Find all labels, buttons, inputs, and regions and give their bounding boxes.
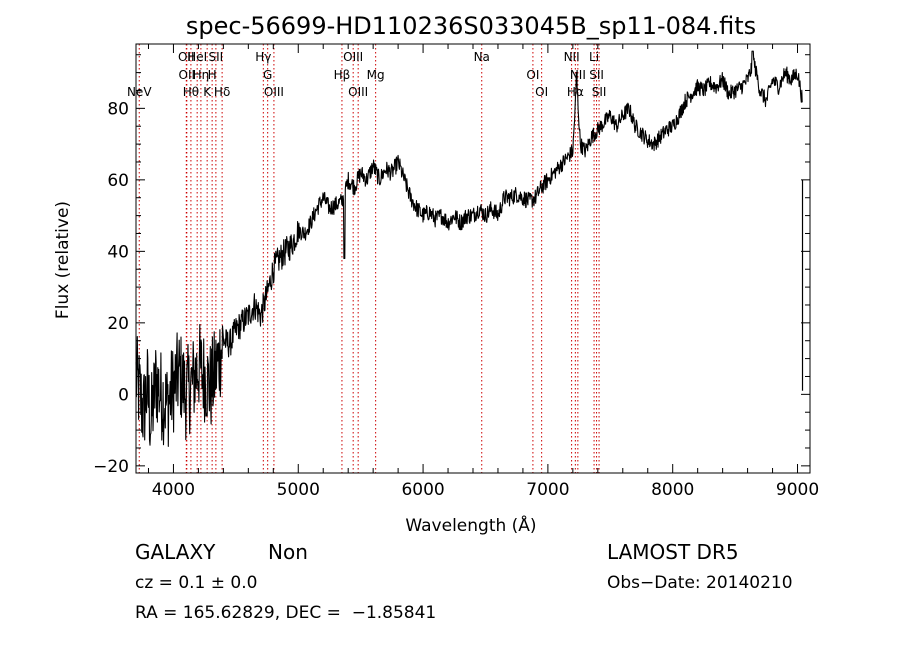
line-label-10: Hγ	[255, 50, 271, 64]
spectral-line-labels: NeV OII OII Hθ HeI Hη KH SII Hδ Hγ G OIII Hβ OIII OIII…	[127, 50, 606, 99]
y-tick-label: 60	[107, 171, 129, 191]
x-tick-label: 4000	[152, 480, 195, 500]
axes: 4000 5000 6000 7000 8000 9000 −20 0 20 40 60 80	[93, 43, 819, 500]
line-label-18: OI	[526, 68, 539, 82]
object-subclass: Non	[268, 540, 308, 564]
line-label-14: OIII	[343, 50, 363, 64]
observation-date: Obs−Date: 20140210	[607, 573, 793, 593]
y-tick-label: 80	[107, 99, 129, 119]
x-tick-label: 7000	[526, 480, 569, 500]
survey-name: LAMOST DR5	[607, 540, 739, 564]
line-label-22: NII	[570, 68, 586, 82]
line-label-12: OIII	[264, 85, 284, 99]
plot-frame	[135, 43, 811, 474]
line-label-23: Li	[589, 50, 599, 64]
x-tick-label: 8000	[651, 480, 694, 500]
line-label-2: OII	[179, 68, 196, 82]
line-label-5: Hη	[193, 68, 210, 82]
line-label-21: Hα	[567, 85, 584, 99]
spectral-line-markers	[138, 44, 600, 473]
x-tick-label: 6000	[401, 480, 444, 500]
line-label-15: OIII	[348, 85, 368, 99]
line-label-20: NII	[564, 50, 580, 64]
line-label-19: OI	[535, 85, 548, 99]
object-class: GALAXY	[135, 540, 216, 564]
line-label-8: SII	[209, 50, 224, 64]
line-label-6: K	[203, 85, 212, 99]
spectrum-series	[135, 50, 804, 447]
line-label-4: HeI	[187, 50, 207, 64]
line-label-11: G	[263, 68, 272, 82]
y-tick-label: 20	[107, 314, 129, 334]
line-label-17: Na	[474, 50, 490, 64]
line-label-0: NeV	[127, 85, 152, 99]
spectrum-line	[135, 50, 803, 447]
redshift-cz: cz = 0.1 ± 0.0	[135, 573, 258, 593]
line-label-25: SII	[592, 85, 607, 99]
line-label-16: Mg	[367, 68, 385, 82]
x-tick-label: 9000	[776, 480, 819, 500]
x-tick-label: 5000	[277, 480, 320, 500]
y-tick-label: 0	[118, 385, 129, 405]
x-axis-label: Wavelength (Å)	[405, 514, 536, 536]
chart-title: spec-56699-HD110236S033045B_sp11-084.fit…	[186, 12, 756, 40]
line-label-1: OII	[178, 50, 195, 64]
y-tick-label: −20	[93, 457, 129, 477]
line-label-9: Hδ	[214, 85, 230, 99]
line-label-24: SII	[589, 68, 604, 82]
line-label-13: Hβ	[334, 68, 351, 82]
coordinates: RA = 165.62829, DEC = −1.85841	[135, 603, 437, 623]
line-label-7: H	[208, 68, 217, 82]
line-label-3: Hθ	[183, 85, 199, 99]
y-tick-label: 40	[107, 242, 129, 262]
y-axis-label: Flux (relative)	[53, 201, 73, 319]
